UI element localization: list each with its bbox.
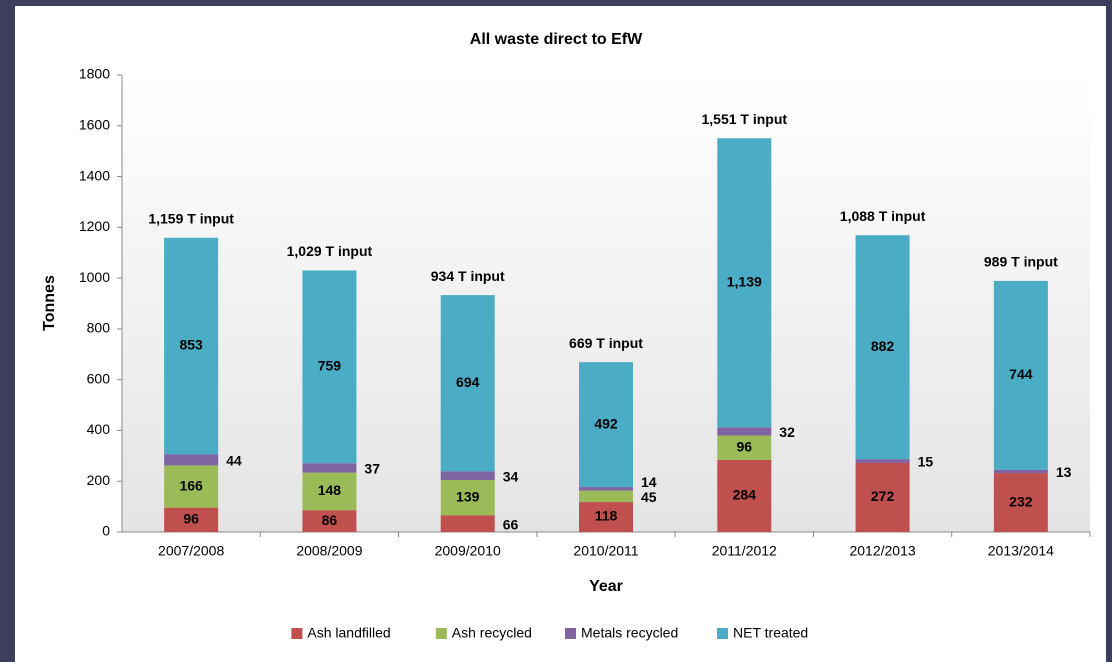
y-tick-label: 0 xyxy=(102,523,110,539)
data-label: 148 xyxy=(318,482,342,498)
bar-annotation: 1,551 T input xyxy=(701,111,787,127)
legend-swatch xyxy=(435,628,447,639)
data-label: 34 xyxy=(503,468,519,484)
data-label: 492 xyxy=(594,415,618,431)
bar-segment xyxy=(440,471,495,480)
legend-label: NET treated xyxy=(733,625,808,641)
bar-segment xyxy=(717,435,772,460)
data-label: 44 xyxy=(226,453,242,469)
data-label: 86 xyxy=(322,512,338,528)
bar-segment xyxy=(579,487,633,491)
bar-segment xyxy=(993,469,1048,474)
y-tick-label: 800 xyxy=(87,320,111,336)
data-label: 284 xyxy=(733,487,757,503)
data-label: 694 xyxy=(456,374,480,390)
data-label: 118 xyxy=(595,508,618,524)
frame-left xyxy=(0,0,15,662)
bar-segment xyxy=(993,280,1048,470)
data-label: 272 xyxy=(871,488,895,504)
x-axis-label: Year xyxy=(589,578,623,595)
bar-segment xyxy=(302,463,357,473)
bar-segment xyxy=(302,270,357,464)
bar-segment xyxy=(717,427,772,436)
bar-annotation: 934 T input xyxy=(431,268,505,284)
data-label: 882 xyxy=(871,338,895,354)
y-tick-label: 1200 xyxy=(79,218,110,234)
legend-label: Metals recycled xyxy=(581,625,678,641)
bar-segment xyxy=(855,459,910,463)
x-tick-label: 2008/2009 xyxy=(296,543,362,559)
legend-swatch xyxy=(565,628,576,639)
data-label: 37 xyxy=(364,461,380,477)
data-label: 759 xyxy=(318,358,342,374)
bar-annotation: 1,159 T input xyxy=(148,210,234,226)
y-tick-label: 400 xyxy=(87,421,111,437)
bar-segment xyxy=(717,138,772,428)
legend-swatch xyxy=(717,628,728,639)
data-label: 232 xyxy=(1009,493,1033,509)
bar-segment xyxy=(164,454,219,466)
y-tick-label: 1000 xyxy=(79,269,110,285)
y-axis-label: Tonnes xyxy=(41,275,58,331)
legend-label: Ash recycled xyxy=(452,625,532,641)
x-tick-label: 2013/2014 xyxy=(988,543,1054,559)
x-tick-label: 2007/2008 xyxy=(158,543,224,559)
bar-segment xyxy=(164,465,219,508)
data-label: 14 xyxy=(641,474,657,490)
y-tick-label: 1800 xyxy=(79,66,110,82)
x-tick-label: 2009/2010 xyxy=(435,543,501,559)
bar-annotation: 1,088 T input xyxy=(840,208,926,224)
data-label: 853 xyxy=(179,337,203,353)
data-label: 139 xyxy=(456,488,480,504)
data-label: 32 xyxy=(779,424,795,440)
y-tick-label: 1600 xyxy=(79,116,110,132)
x-tick-label: 2010/2011 xyxy=(573,543,638,559)
data-label: 66 xyxy=(503,516,519,532)
data-label: 45 xyxy=(641,489,657,505)
y-tick-label: 1400 xyxy=(79,167,110,183)
bar-segment xyxy=(579,502,633,532)
data-label: 1,139 xyxy=(727,274,762,290)
data-label: 96 xyxy=(736,438,752,454)
bar-segment xyxy=(164,507,219,532)
legend-swatch xyxy=(291,628,303,639)
x-tick-label: 2012/2013 xyxy=(849,543,915,559)
bar-segment xyxy=(855,235,910,460)
bar-segment xyxy=(164,237,219,455)
bar-segment xyxy=(993,473,1048,532)
bar-segment xyxy=(440,479,495,516)
bar-annotation: 1,029 T input xyxy=(287,243,373,259)
bar-segment xyxy=(302,472,357,511)
bar-annotation: 989 T input xyxy=(984,254,1058,270)
y-tick-label: 200 xyxy=(87,472,111,488)
data-label: 13 xyxy=(1056,464,1072,480)
bar-segment xyxy=(302,510,357,532)
data-label: 15 xyxy=(918,454,934,470)
bar-annotation: 669 T input xyxy=(569,335,643,351)
data-label: 166 xyxy=(179,477,203,493)
bar-segment xyxy=(440,295,495,472)
legend-label: Ash landfilled xyxy=(307,625,390,641)
bar-segment xyxy=(855,462,910,532)
chart-title: All waste direct to EfW xyxy=(470,31,643,48)
x-tick-label: 2011/2012 xyxy=(712,543,777,559)
bar-segment xyxy=(579,362,633,488)
bar-segment xyxy=(579,490,633,503)
bar-segment xyxy=(717,459,772,532)
data-label: 744 xyxy=(1009,366,1033,382)
data-label: 96 xyxy=(183,511,199,527)
bar-segment xyxy=(440,515,495,532)
y-tick-label: 600 xyxy=(87,370,111,386)
